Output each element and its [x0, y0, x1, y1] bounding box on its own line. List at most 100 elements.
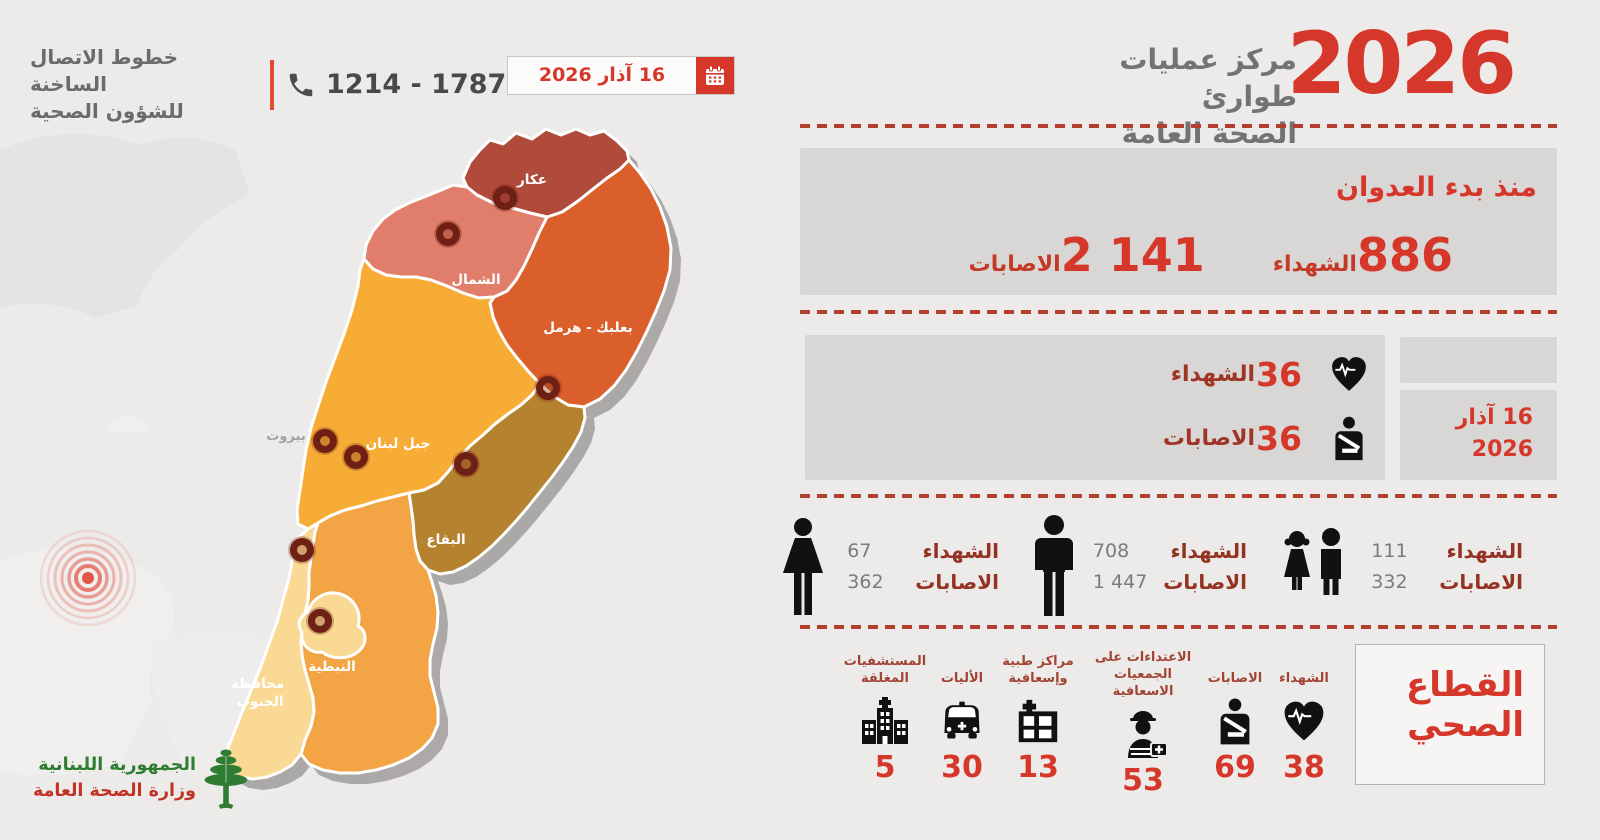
daily-martyrs-row: 36 الشهداء — [1171, 351, 1369, 397]
stat-vehicles: الأليات 30 — [933, 650, 991, 785]
daily-date-line1: 16 آذار — [1455, 405, 1533, 430]
women-martyrs-value: 67 — [847, 540, 872, 562]
children-labels: الشهداء الاصابات — [1439, 536, 1523, 598]
stat-vehicles-label: الأليات — [940, 671, 984, 687]
map-marker — [534, 374, 562, 402]
daily-stats-box: 36 الشهداء 36 الاصابات — [805, 335, 1385, 480]
region-label-nabatieh: النبطية — [308, 659, 356, 675]
injured-person-icon — [1217, 694, 1253, 748]
injuries-total-value: 2 141 — [1060, 228, 1205, 282]
hotline-label-line2: للشؤون الصحية — [30, 99, 184, 123]
health-sector-section: القطاع الصحي الشهداء 38 الاصابات — [800, 644, 1557, 798]
health-sector-items: الشهداء 38 الاصابات — [842, 650, 1339, 798]
region-label-baalbek-hermel: بعلبك - هرمل — [543, 320, 632, 336]
lebanon-map: عكار الشمال بعلبك - هرمل جبل لبنان البقا… — [221, 127, 681, 790]
daily-martyrs-value: 36 — [1256, 354, 1302, 394]
hotline-label-line1: خطوط الاتصال الساخنة — [30, 45, 178, 96]
men-injuries-label: الاصابات — [1163, 570, 1247, 594]
children-injuries-label: الاصابات — [1439, 570, 1523, 594]
daily-injuries-row: 36 الاصابات — [1163, 415, 1369, 461]
stat-vehicles-value: 30 — [941, 750, 983, 785]
stat-injuries-label: الاصابات — [1207, 671, 1263, 687]
epicenter-rings — [39, 529, 137, 627]
stat-medical-centers: مراكز طبية وإسعافية 13 — [996, 650, 1080, 785]
demographics-section: الشهداء الاصابات 111 332 — [783, 508, 1557, 626]
women-injuries-value: 362 — [847, 571, 884, 593]
city-label-beirut: بيروت — [266, 429, 305, 444]
women-martyrs-label: الشهداء — [922, 539, 999, 563]
region-label-north: الشمال — [451, 272, 500, 288]
daily-date-line2: 2026 — [1471, 436, 1533, 462]
republic-label: الجمهورية اللبنانية — [38, 754, 196, 775]
map-marker — [288, 536, 316, 564]
stat-closed-hospitals-label: المستشفيات المغلقة — [843, 654, 927, 687]
date-badge-text: 16 آذار 2026 — [538, 64, 666, 86]
health-sector-title-box: القطاع الصحي — [1355, 644, 1545, 785]
ambulance-icon — [938, 694, 986, 748]
children-injuries-value: 332 — [1371, 571, 1408, 593]
women-values: 67 362 — [847, 536, 899, 598]
injuries-total-label: الاصابات — [968, 252, 1061, 277]
region-label-akkar: عكار — [516, 172, 547, 188]
since-start-box: منذ بدء العدوان 886 الشهداء 2 141 الاصاب… — [800, 148, 1557, 295]
heart-pulse-icon — [1329, 351, 1369, 397]
children-martyrs-value: 111 — [1371, 540, 1408, 562]
woman-icon — [775, 517, 831, 617]
stat-martyrs-value: 38 — [1283, 750, 1325, 785]
stat-closed-hospitals: المستشفيات المغلقة — [842, 650, 928, 785]
since-start-stats: 886 الشهداء 2 141 الاصابات — [969, 228, 1469, 282]
women-labels: الشهداء الاصابات — [915, 536, 999, 598]
map-markers — [288, 184, 562, 635]
martyrs-total-label: الشهداء — [1272, 252, 1357, 277]
dashed-separator — [800, 310, 1557, 314]
stat-injuries-value: 69 — [1214, 750, 1256, 785]
women-stats-group: الشهداء الاصابات 67 362 — [775, 508, 999, 626]
region-label-south: محافظة الجنوب — [231, 676, 289, 710]
children-values: 111 332 — [1371, 536, 1423, 598]
hotline-numbers: 1214 - 1787 — [326, 69, 507, 100]
date-badge: 16 آذار 2026 — [507, 56, 735, 95]
map-marker — [342, 443, 370, 471]
ministry-label: وزارة الصحة العامة — [32, 781, 196, 801]
medical-center-icon — [1013, 694, 1063, 748]
side-empty-box — [1400, 337, 1557, 383]
ministry-logo: الجمهورية اللبنانية وزارة الصحة العامة — [28, 745, 264, 811]
continent-shape — [0, 549, 175, 776]
stat-injuries: الاصابات 69 — [1206, 650, 1264, 785]
hotline-label: خطوط الاتصال الساخنة للشؤون الصحية — [30, 44, 258, 125]
hotline-block: خطوط الاتصال الساخنة للشؤون الصحية 1214 … — [30, 44, 506, 125]
island-shape — [108, 417, 148, 433]
daily-date-box: 16 آذار 2026 — [1400, 390, 1557, 480]
dashed-separator — [800, 124, 1557, 128]
stat-attacks-on-ems: الاعتداءات على الجمعيات الاسعافية 53 — [1085, 650, 1201, 798]
since-start-title: منذ بدء العدوان — [1336, 172, 1537, 203]
map-labels: عكار الشمال بعلبك - هرمل جبل لبنان البقا… — [231, 172, 633, 710]
daily-martyrs-label: الشهداء — [1170, 361, 1255, 387]
men-values: 708 1 447 — [1093, 536, 1147, 598]
heart-pulse-icon — [1281, 694, 1327, 748]
men-stats-group: الشهداء الاصابات 708 1 447 — [1031, 508, 1247, 626]
page-title: مركز عمليات طوارئ الصحة العامة — [1027, 42, 1297, 153]
man-icon — [1031, 514, 1077, 620]
stat-martyrs: الشهداء 38 — [1269, 650, 1339, 785]
daily-injuries-label: الاصابات — [1162, 425, 1255, 451]
men-martyrs-value: 708 — [1092, 540, 1130, 562]
year-headline: 2026 — [1286, 14, 1517, 114]
map-marker — [434, 220, 462, 248]
health-sector-title-line1: القطاع — [1405, 665, 1524, 705]
region-label-mount-lebanon: جبل لبنان — [366, 436, 431, 452]
paramedic-icon — [1117, 707, 1169, 761]
children-icon — [1279, 527, 1355, 607]
ministry-logo-text: الجمهورية اللبنانية وزارة الصحة العامة — [28, 752, 196, 805]
women-injuries-label: الاصابات — [915, 570, 999, 594]
dashed-separator — [800, 494, 1557, 498]
page-title-line2: الصحة العامة — [1121, 116, 1297, 150]
map-marker — [452, 450, 480, 478]
stat-closed-hospitals-value: 5 — [874, 750, 896, 785]
stat-martyrs-label: الشهداء — [1279, 671, 1329, 687]
health-sector-title-line2: الصحي — [1407, 705, 1524, 746]
cedar-icon — [204, 749, 248, 809]
hospital-icon — [859, 694, 911, 748]
stat-medical-centers-label: مراكز طبية وإسعافية — [1002, 654, 1074, 687]
